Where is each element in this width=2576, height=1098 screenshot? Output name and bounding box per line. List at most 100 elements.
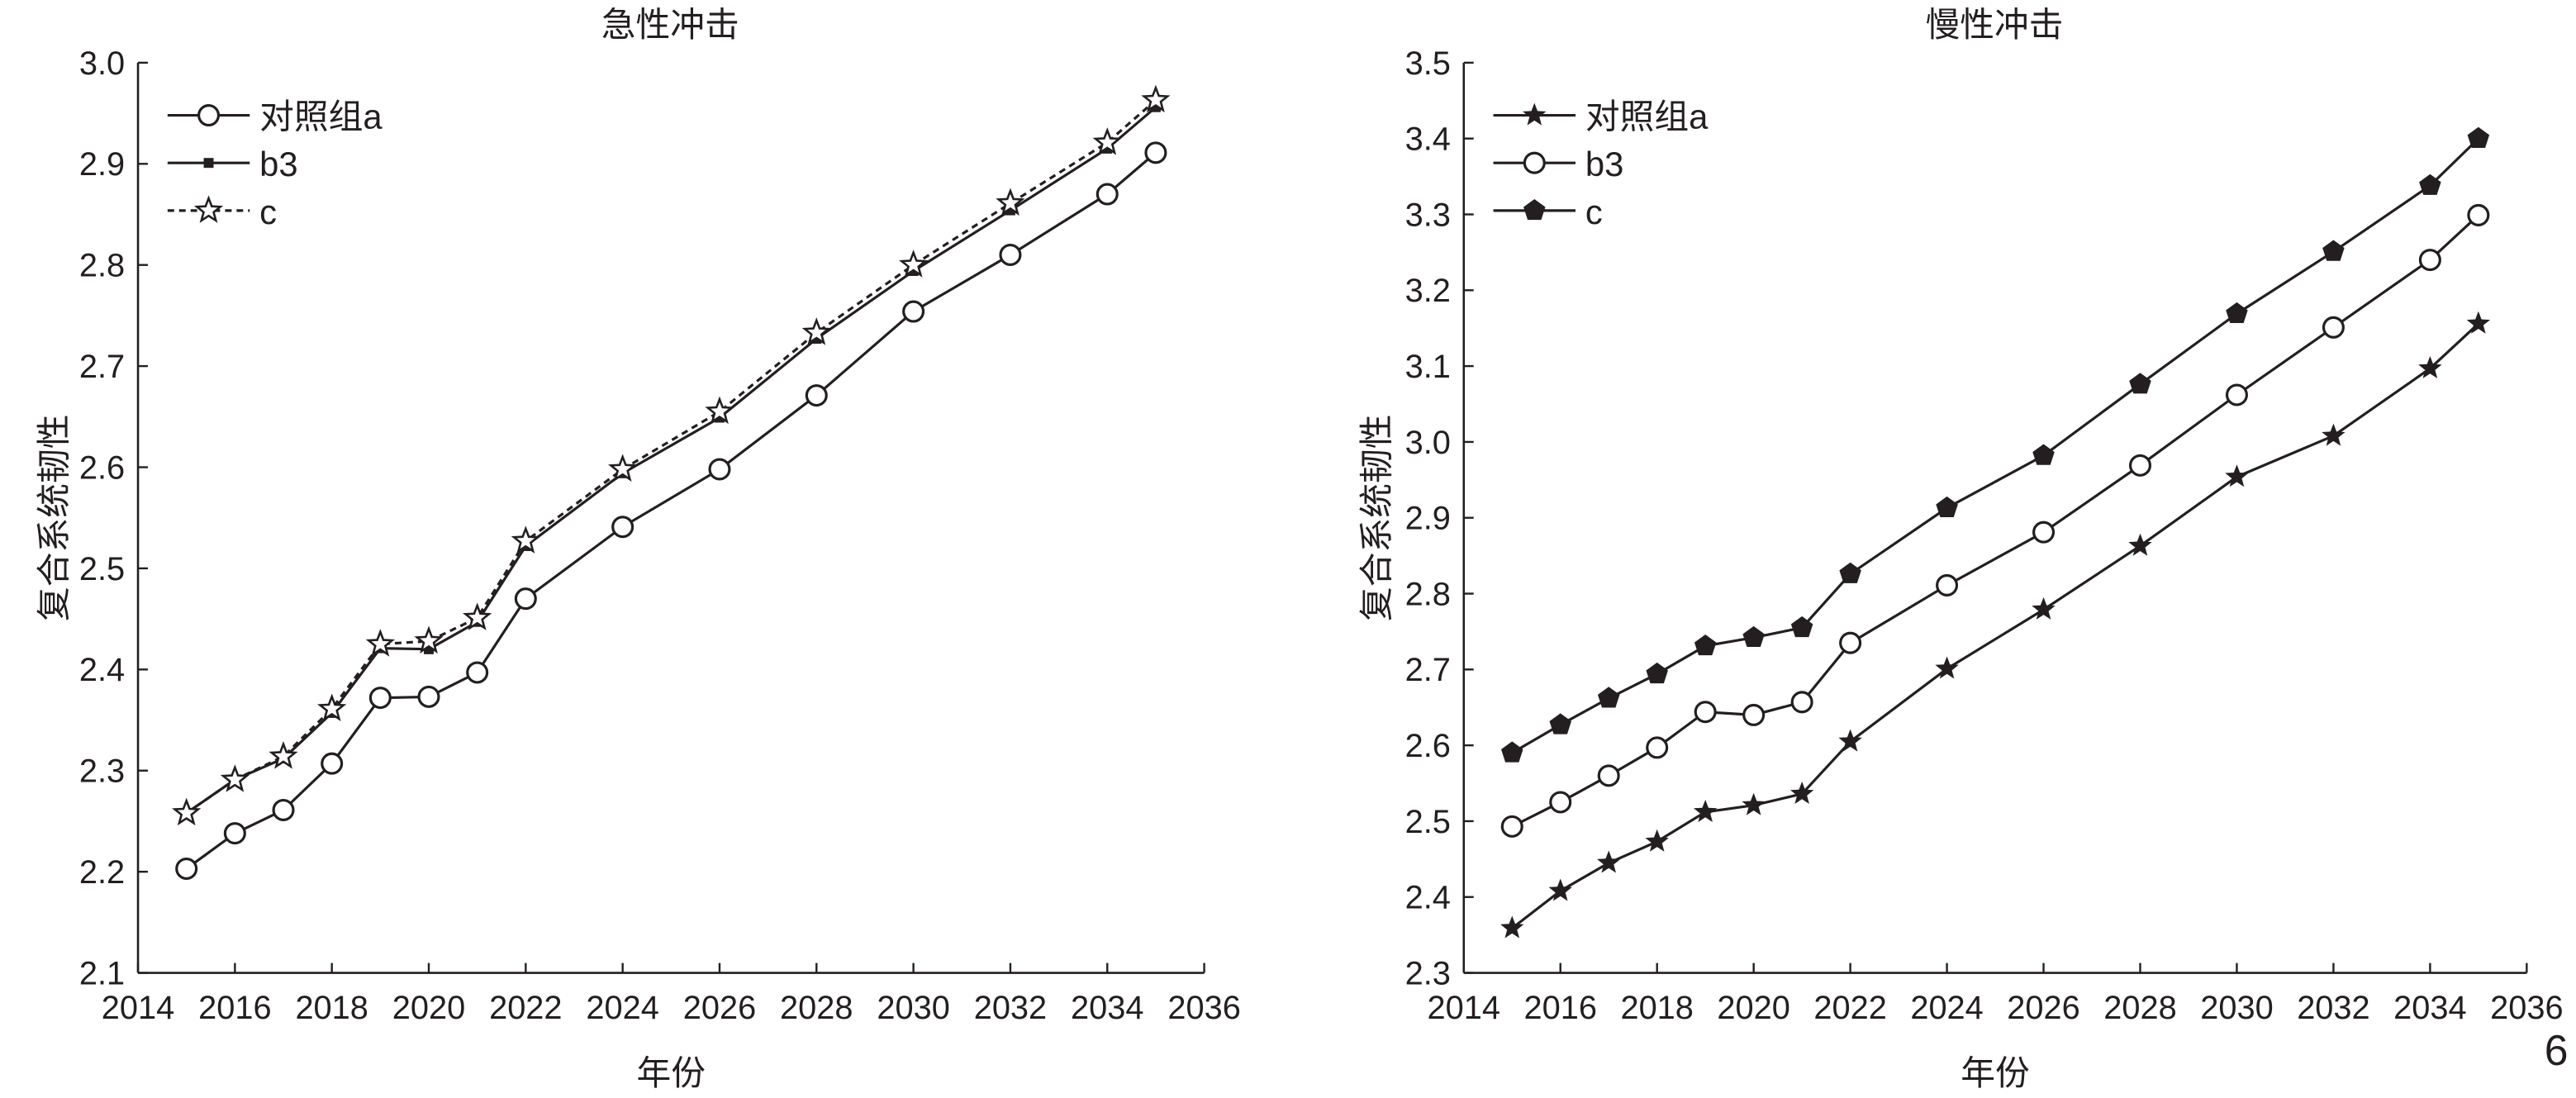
x-tick-label: 2024 bbox=[1910, 990, 1983, 1026]
x-axis-label: 年份 bbox=[1961, 1053, 2029, 1092]
y-tick-label: 3.5 bbox=[1405, 45, 1451, 82]
data-point bbox=[611, 516, 634, 539]
data-point bbox=[466, 661, 489, 684]
data-point bbox=[272, 798, 295, 821]
data-point bbox=[2032, 444, 2055, 465]
data-point bbox=[1935, 656, 1959, 679]
data-point bbox=[2419, 173, 2441, 195]
x-tick-label: 2016 bbox=[198, 990, 271, 1026]
x-tick-label: 2030 bbox=[2200, 990, 2273, 1026]
data-point bbox=[2225, 383, 2248, 406]
data-point bbox=[1742, 625, 1765, 648]
data-point bbox=[1500, 815, 1523, 838]
series-line-1 bbox=[1511, 214, 2479, 828]
x-tick-label: 2028 bbox=[2103, 990, 2176, 1026]
y-tick-label: 2.5 bbox=[79, 551, 125, 587]
x-tick-label: 2014 bbox=[102, 990, 174, 1026]
data-point bbox=[1548, 878, 1572, 901]
x-tick-label: 2036 bbox=[2490, 990, 2563, 1026]
y-tick-label: 2.5 bbox=[1405, 804, 1451, 840]
data-point bbox=[368, 687, 392, 710]
x-tick-label: 2028 bbox=[780, 990, 853, 1026]
panel-label: 6 bbox=[2545, 1026, 2569, 1074]
data-point bbox=[2225, 464, 2249, 487]
y-tick-label: 2.6 bbox=[79, 449, 125, 486]
data-point bbox=[1597, 764, 1620, 787]
data-point bbox=[1694, 701, 1717, 724]
y-tick-label: 2.2 bbox=[79, 854, 125, 891]
data-point bbox=[1789, 781, 1814, 804]
data-point bbox=[1092, 127, 1122, 155]
legend-marker bbox=[193, 195, 224, 223]
legend-label: c bbox=[1585, 193, 1603, 231]
y-tick-label: 2.7 bbox=[1405, 652, 1451, 688]
data-point bbox=[172, 797, 202, 826]
y-tick-label: 3.1 bbox=[1405, 349, 1451, 385]
data-point bbox=[1694, 634, 1717, 656]
data-point bbox=[1693, 800, 1718, 822]
data-point bbox=[514, 587, 537, 611]
data-point bbox=[424, 644, 434, 654]
x-tick-label: 2022 bbox=[489, 990, 562, 1026]
legend-marker bbox=[1523, 151, 1546, 174]
y-tick-label: 2.9 bbox=[1405, 501, 1451, 537]
data-point bbox=[1838, 729, 1862, 752]
x-tick-label: 2034 bbox=[1071, 990, 1143, 1026]
data-point bbox=[1646, 662, 1668, 684]
data-point bbox=[511, 525, 540, 554]
legend-label: 对照组a bbox=[259, 97, 383, 135]
x-tick-label: 2020 bbox=[392, 990, 465, 1026]
data-point bbox=[1549, 713, 1571, 734]
data-point bbox=[708, 458, 731, 481]
data-point bbox=[1549, 791, 1572, 814]
y-tick-label: 2.8 bbox=[1405, 576, 1451, 612]
data-point bbox=[2467, 203, 2490, 226]
data-point bbox=[2032, 520, 2056, 544]
y-tick-label: 2.8 bbox=[79, 248, 125, 284]
data-point bbox=[2322, 240, 2345, 261]
x-tick-label: 2036 bbox=[1167, 990, 1240, 1026]
data-point bbox=[2418, 249, 2441, 272]
data-point bbox=[1597, 687, 1620, 708]
y-tick-label: 2.6 bbox=[1405, 728, 1451, 764]
x-tick-label: 2034 bbox=[2393, 990, 2466, 1026]
x-tick-label: 2018 bbox=[295, 990, 368, 1026]
data-point bbox=[2418, 355, 2442, 378]
data-point bbox=[1150, 102, 1161, 112]
data-point bbox=[269, 741, 298, 769]
data-point bbox=[1645, 829, 1669, 852]
y-tick-label: 3.0 bbox=[1405, 425, 1451, 461]
legend-label: c bbox=[259, 193, 277, 231]
data-point bbox=[1646, 736, 1669, 759]
data-point bbox=[1501, 741, 1523, 763]
y-tick-label: 2.9 bbox=[79, 146, 125, 183]
data-point bbox=[2128, 533, 2152, 556]
series-line-2 bbox=[1511, 137, 2479, 754]
legend-marker bbox=[203, 158, 214, 169]
x-tick-label: 2030 bbox=[877, 990, 949, 1026]
x-tick-label: 2024 bbox=[586, 990, 658, 1026]
y-tick-label: 2.4 bbox=[79, 652, 125, 688]
acute-shock-chart: 急性冲击 2.1 2.2 2.3 2.4 2.5 2.6 2.7 2.8 2.9 3.0 2014 20… bbox=[35, 5, 1241, 1092]
data-point bbox=[414, 625, 444, 654]
data-point bbox=[317, 693, 347, 722]
y-tick-label: 2.1 bbox=[79, 955, 125, 991]
data-point bbox=[463, 602, 492, 630]
data-point bbox=[2466, 311, 2491, 334]
data-point bbox=[1742, 792, 1766, 815]
legend-label: 对照组a bbox=[1585, 97, 1709, 135]
y-tick-label: 2.3 bbox=[1405, 955, 1451, 991]
chronic-shock-chart: 慢性冲击 2.3 2.4 2.5 2.6 2.7 2.8 2.9 3.0 3.1 3.2 3.3 3.4… bbox=[1357, 5, 2563, 1092]
x-tick-label: 2032 bbox=[974, 990, 1047, 1026]
data-point bbox=[801, 317, 831, 345]
data-point bbox=[1096, 183, 1119, 206]
data-point bbox=[2322, 316, 2345, 339]
data-point bbox=[1839, 631, 1862, 654]
legend-marker bbox=[197, 104, 221, 127]
chart-title: 慢性冲击 bbox=[1926, 5, 2064, 44]
data-point bbox=[1144, 141, 1167, 164]
data-point bbox=[2128, 454, 2152, 477]
y-tick-label: 2.3 bbox=[79, 753, 125, 790]
data-point bbox=[220, 764, 250, 792]
